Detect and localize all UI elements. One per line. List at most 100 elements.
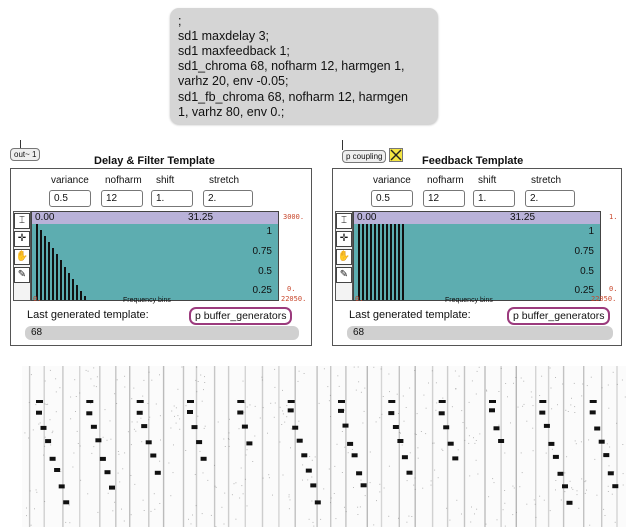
noise-speck bbox=[26, 515, 27, 517]
spectral-peak bbox=[566, 500, 573, 505]
spectrogram-plot bbox=[24, 366, 626, 527]
noise-speck bbox=[97, 511, 99, 513]
noise-speck bbox=[288, 496, 290, 498]
noise-speck bbox=[244, 402, 246, 404]
spectral-peak bbox=[489, 408, 495, 413]
variance-number-box[interactable]: 0.5 bbox=[371, 190, 413, 207]
noise-speck bbox=[330, 502, 331, 504]
noise-speck bbox=[221, 506, 223, 508]
noise-speck bbox=[117, 472, 119, 474]
noise-speck bbox=[224, 446, 226, 447]
spectral-peak bbox=[145, 440, 152, 445]
noise-speck bbox=[124, 386, 126, 388]
noise-speck bbox=[461, 513, 462, 515]
variance-number-box[interactable]: 0.5 bbox=[49, 190, 91, 207]
noise-speck bbox=[79, 392, 81, 394]
noise-speck bbox=[396, 393, 398, 395]
spectral-peak bbox=[58, 484, 65, 489]
noise-speck bbox=[289, 499, 291, 501]
buffer-generators-button[interactable]: p buffer_generators bbox=[507, 307, 611, 325]
toggle-checkbox[interactable] bbox=[389, 148, 403, 162]
noise-speck bbox=[341, 431, 343, 432]
noise-stripe bbox=[195, 366, 198, 527]
patch-cord bbox=[342, 140, 343, 150]
waveform-editor[interactable]: 0.00 31.25 1 0.75 0.5 0.25 bbox=[31, 211, 279, 301]
spectral-peak bbox=[187, 410, 193, 414]
noise-stripe bbox=[515, 366, 517, 527]
noise-speck bbox=[555, 377, 556, 378]
noise-stripe bbox=[562, 366, 565, 527]
spectral-peak bbox=[237, 410, 244, 415]
move-tool-icon[interactable]: ✛ bbox=[14, 231, 30, 247]
message-box[interactable]: ; sd1 maxdelay 3; sd1 maxfeedback 1; sd1… bbox=[170, 8, 438, 124]
noise-speck bbox=[607, 485, 609, 487]
param-label-shift: shift bbox=[156, 175, 175, 186]
noise-speck bbox=[543, 499, 545, 501]
noise-speck bbox=[327, 386, 329, 388]
min-value-label: 0. bbox=[609, 285, 618, 293]
y-label-075: 0.75 bbox=[574, 246, 594, 257]
noise-speck bbox=[298, 420, 300, 422]
noise-speck bbox=[379, 417, 381, 419]
max-value-label: 3000. bbox=[283, 213, 305, 221]
noise-speck bbox=[433, 442, 435, 444]
noise-speck bbox=[106, 439, 108, 441]
ruler-mid: 31.25 bbox=[188, 212, 214, 223]
shift-number-box[interactable]: 1. bbox=[151, 190, 193, 207]
noise-speck bbox=[502, 509, 504, 511]
noise-speck bbox=[281, 424, 283, 425]
noise-speck bbox=[114, 393, 116, 395]
stretch-number-box[interactable]: 2. bbox=[525, 190, 575, 207]
spectral-peak bbox=[543, 423, 550, 428]
noise-speck bbox=[240, 467, 242, 469]
last-template-label: Last generated template: bbox=[27, 309, 149, 321]
noise-speck bbox=[207, 479, 209, 481]
y-label-05: 0.5 bbox=[258, 266, 272, 277]
noise-speck bbox=[246, 406, 248, 408]
nofharm-number-box[interactable]: 12 bbox=[423, 190, 465, 207]
buffer-generators-button[interactable]: p buffer_generators bbox=[189, 307, 293, 325]
noise-speck bbox=[130, 514, 132, 516]
noise-speck bbox=[464, 439, 466, 441]
noise-speck bbox=[286, 405, 288, 407]
out-object[interactable]: out~ 1 bbox=[10, 148, 41, 161]
noise-speck bbox=[565, 409, 567, 411]
noise-speck bbox=[76, 430, 78, 432]
noise-speck bbox=[353, 487, 354, 488]
hand-tool-icon[interactable]: ✋ bbox=[336, 249, 352, 265]
noise-speck bbox=[608, 407, 610, 409]
noise-speck bbox=[75, 411, 76, 412]
noise-speck bbox=[611, 493, 613, 495]
noise-speck bbox=[369, 451, 371, 453]
noise-speck bbox=[564, 472, 566, 474]
noise-speck bbox=[44, 380, 46, 382]
select-tool-icon[interactable]: ⌶ bbox=[336, 213, 352, 229]
harmonic-bar bbox=[56, 254, 58, 300]
noise-speck bbox=[204, 376, 205, 378]
stretch-number-box[interactable]: 2. bbox=[203, 190, 253, 207]
noise-speck bbox=[44, 403, 46, 405]
pencil-tool-icon[interactable]: ✎ bbox=[14, 267, 30, 283]
harmonic-bar bbox=[382, 224, 384, 300]
waveform-editor[interactable]: 0.00 31.25 1 0.75 0.5 0.25 bbox=[353, 211, 601, 301]
hand-tool-icon[interactable]: ✋ bbox=[14, 249, 30, 265]
select-tool-icon[interactable]: ⌶ bbox=[14, 213, 30, 229]
pencil-tool-icon[interactable]: ✎ bbox=[336, 267, 352, 283]
spectral-peak bbox=[314, 500, 321, 505]
spectral-peak bbox=[347, 441, 354, 446]
noise-speck bbox=[172, 472, 174, 474]
noise-speck bbox=[181, 366, 183, 368]
shift-number-box[interactable]: 1. bbox=[473, 190, 515, 207]
noise-speck bbox=[526, 503, 528, 505]
nofharm-number-box[interactable]: 12 bbox=[101, 190, 143, 207]
spectral-peak bbox=[447, 441, 454, 446]
spectral-peak bbox=[406, 470, 413, 475]
coupling-object[interactable]: p coupling bbox=[342, 150, 387, 163]
noise-speck bbox=[246, 449, 248, 451]
noise-speck bbox=[455, 388, 457, 390]
noise-speck bbox=[477, 473, 479, 475]
move-tool-icon[interactable]: ✛ bbox=[336, 231, 352, 247]
noise-speck bbox=[594, 458, 596, 460]
noise-speck bbox=[44, 501, 46, 502]
noise-stripe bbox=[366, 366, 368, 527]
